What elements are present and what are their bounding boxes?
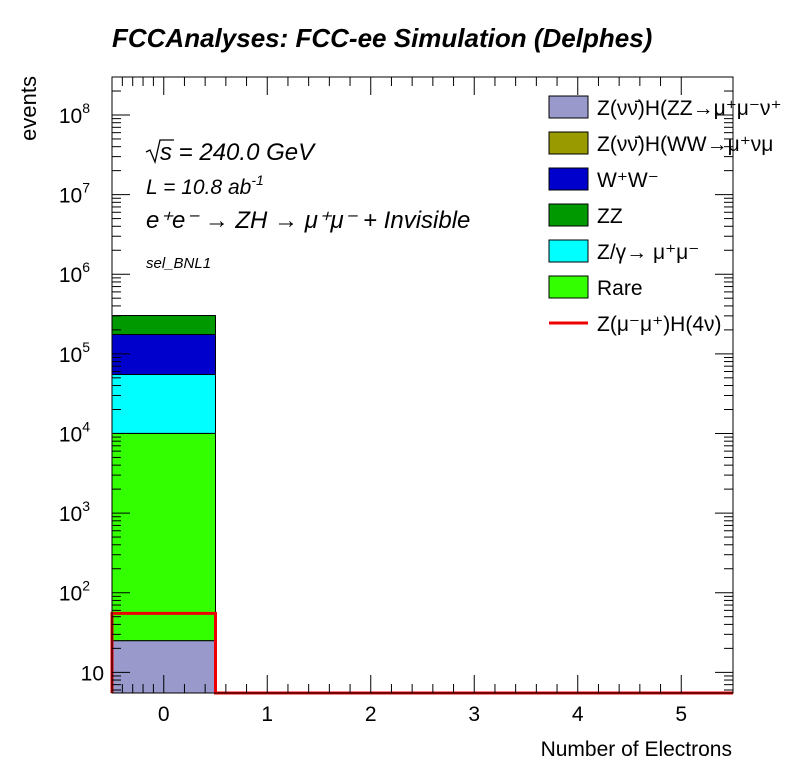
y-tick-base: 10 <box>59 423 82 446</box>
legend-label-1: Z(νν̄)H(WW→μ⁺νμ <box>597 133 773 156</box>
y-tick-base: 10 <box>81 662 104 685</box>
x-tick-label-3: 3 <box>468 703 480 726</box>
x-tick-label-4: 4 <box>572 703 584 726</box>
y-tick-base: 10 <box>59 583 82 606</box>
y-tick-label-5: 106 <box>59 259 90 287</box>
lumi-label: L = 10.8 ab-1 <box>146 172 264 199</box>
x-tick-label-2: 2 <box>365 703 377 726</box>
sqrt-symbol <box>145 139 174 165</box>
lumi-text: L = 10.8 ab <box>146 176 252 199</box>
y-tick-base: 10 <box>59 264 82 287</box>
x-tick-label-1: 1 <box>261 703 273 726</box>
y-tick-exp: 8 <box>82 100 90 116</box>
y-tick-exp: 5 <box>82 339 90 355</box>
x-tick-label-5: 5 <box>675 703 687 726</box>
bar-4-0 <box>111 315 216 335</box>
y-tick-base: 10 <box>59 105 82 128</box>
x-axis-label: Number of Electrons <box>541 738 732 761</box>
selection-label: sel_BNL1 <box>146 255 211 272</box>
legend-swatch-0 <box>548 95 589 119</box>
y-axis-label: events <box>16 76 41 141</box>
bar-1-0 <box>111 432 216 642</box>
y-tick-label-4: 105 <box>59 339 90 367</box>
legend-swatch-2 <box>548 167 589 191</box>
x-ticks: 0 1 2 3 4 5 <box>121 77 687 726</box>
y-tick-label-2: 103 <box>59 498 90 526</box>
legend-label-2: W⁺W⁻ <box>597 169 659 192</box>
y-tick-exp: 2 <box>82 578 90 594</box>
legend-label-signal: Z(μ⁻μ⁺)H(4ν) <box>597 313 722 336</box>
legend-swatch-4 <box>548 239 589 263</box>
y-tick-base: 10 <box>59 344 82 367</box>
y-tick-exp: 4 <box>82 418 90 434</box>
legend-swatch-3 <box>548 203 589 227</box>
legend-label-5: Rare <box>597 277 643 300</box>
legend-swatch-1 <box>548 131 589 155</box>
y-tick-exp: 3 <box>82 498 90 514</box>
y-tick-label-0: 10 <box>81 662 104 685</box>
y-tick-label-3: 104 <box>59 418 90 446</box>
legend-swatch-5 <box>548 275 589 299</box>
y-tick-label-7: 108 <box>59 100 90 128</box>
legend-label-0: Z(νν̄)H(ZZ→μ⁺μ⁻ν⁺ <box>597 97 782 120</box>
bar-3-0 <box>111 333 216 376</box>
process-label: e⁺e⁻ → ZH → μ⁺μ⁻ + Invisible <box>146 207 470 234</box>
chart-title: FCCAnalyses: FCC-ee Simulation (Delphes) <box>112 23 652 53</box>
y-tick-exp: 6 <box>82 259 90 275</box>
y-tick-label-1: 102 <box>59 578 90 606</box>
y-tick-label-6: 107 <box>59 180 90 208</box>
legend: Z(νν̄)H(ZZ→μ⁺μ⁻ν⁺ Z(νν̄)H(WW→μ⁺νμ W⁺W⁻ ZZ Z/… <box>548 95 782 336</box>
legend-label-4: Z/γ→ μ⁺μ⁻ <box>597 241 699 264</box>
y-tick-exp: 7 <box>82 180 90 196</box>
y-tick-base: 10 <box>59 503 82 526</box>
legend-label-3: ZZ <box>597 205 623 228</box>
x-tick-label-0: 0 <box>158 703 170 726</box>
y-tick-base: 10 <box>59 185 82 208</box>
lumi-exponent: -1 <box>251 172 263 188</box>
plot-frame <box>111 76 734 694</box>
bar-2-0 <box>111 374 216 434</box>
histogram-bars <box>111 315 216 694</box>
annotations: s = 240.0 GeV L = 10.8 ab-1 e⁺e⁻ → ZH → … <box>145 139 470 272</box>
sqrt-s-label: s = 240.0 GeV <box>160 139 316 166</box>
